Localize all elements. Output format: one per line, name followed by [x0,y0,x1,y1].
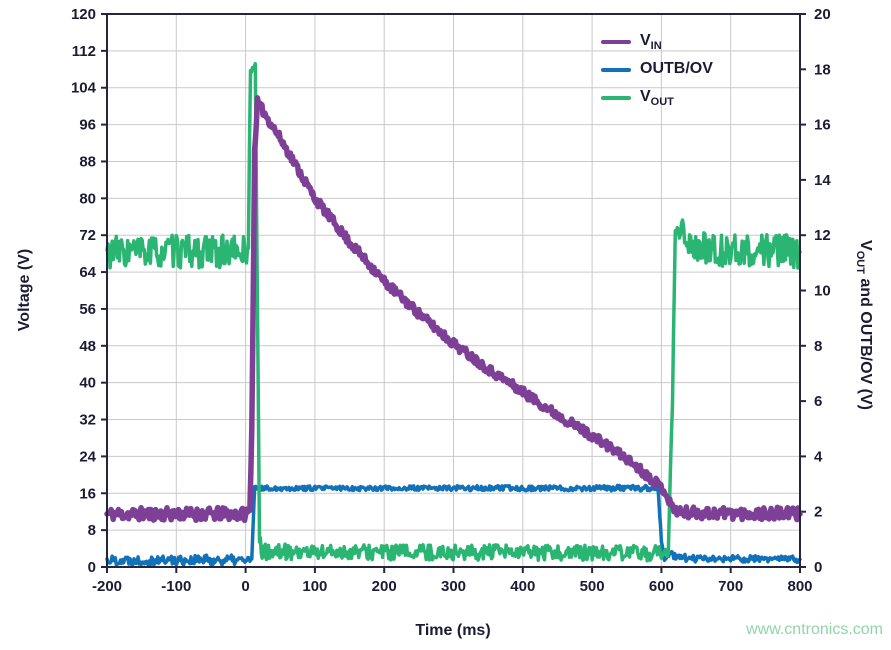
tick-label: 32 [79,412,96,429]
legend-swatch-outb-ov [601,68,631,72]
y-right-axis-title-main: V [857,240,875,251]
tick-label: 104 [71,80,97,97]
tick-label: 6 [814,393,822,410]
tick-label: 0 [88,559,96,576]
tick-label: 10 [814,283,831,300]
tick-label: 24 [79,448,96,465]
series-outb-ov [105,483,802,567]
series-group [104,61,803,567]
y-right-axis-title-rest: and OUTB/OV (V) [857,273,875,410]
tick-label: 0 [814,559,822,576]
tick-label: 96 [79,117,96,134]
legend-item-vout: VOUT [601,84,713,112]
x-tick-labels: -200 -100 0 100 200 300 400 500 600 700 800 [92,578,813,595]
legend-item-vin: VIN [601,28,713,56]
legend-swatch-vin [601,40,631,44]
y-left-tick-labels: 0 8 16 24 32 40 48 56 64 72 80 88 96 104 112 120 [71,6,97,576]
tick-label: 8 [814,338,822,355]
tick-label: 64 [79,264,96,281]
legend-swatch-vout [601,96,631,100]
tick-label: 14 [814,172,831,189]
tick-label: 400 [510,578,535,595]
watermark: www.cntronics.com [746,621,883,638]
tick-label: 500 [580,578,605,595]
tick-label: 16 [79,485,96,502]
y-right-axis-title-sub: OUT [853,250,866,274]
tick-label: 700 [718,578,743,595]
tick-label: 200 [372,578,397,595]
tick-label: 16 [814,117,831,134]
tick-label: 72 [79,227,96,244]
legend: VIN OUTB/OV VOUT [601,28,713,112]
tick-label: 12 [814,227,831,244]
tick-label: 120 [71,6,96,23]
tick-label: 80 [79,190,96,207]
tick-label: 100 [302,578,327,595]
y-right-tick-labels: 0 2 4 6 8 10 12 14 16 18 20 [814,6,831,576]
tick-label: 20 [814,6,831,23]
legend-label-vout: VOUT [640,87,674,109]
series-v-out [105,61,802,563]
x-axis-title-text: Time (ms) [415,622,491,639]
tick-label: 40 [79,375,96,392]
tick-label: 48 [79,338,96,355]
legend-label-outb-ov: OUTB/OV [640,59,713,77]
tick-label: 4 [814,448,823,465]
y-right-axis-title: VOUT and OUTB/OV (V) [854,240,874,410]
tick-label: 18 [814,61,831,78]
y-left-axis-title-text: Voltage (V) [16,248,33,332]
tick-label: 600 [649,578,674,595]
tick-label: 8 [88,522,96,539]
tick-label: 0 [241,578,249,595]
tick-label: -100 [161,578,191,595]
legend-item-outb-ov: OUTB/OV [601,56,713,84]
tick-label: 800 [787,578,812,595]
tick-label: 88 [79,153,96,170]
y-left-axis-title: Voltage (V) [16,249,34,331]
tick-label: -200 [92,578,122,595]
tick-label: 56 [79,301,96,318]
x-axis-title: Time (ms) [415,622,490,640]
plot-border [106,13,801,568]
tick-label: 2 [814,504,822,521]
tick-label: 300 [441,578,466,595]
series-v-in [104,95,803,524]
legend-label-vin: VIN [640,31,662,53]
tick-label: 112 [72,43,96,60]
